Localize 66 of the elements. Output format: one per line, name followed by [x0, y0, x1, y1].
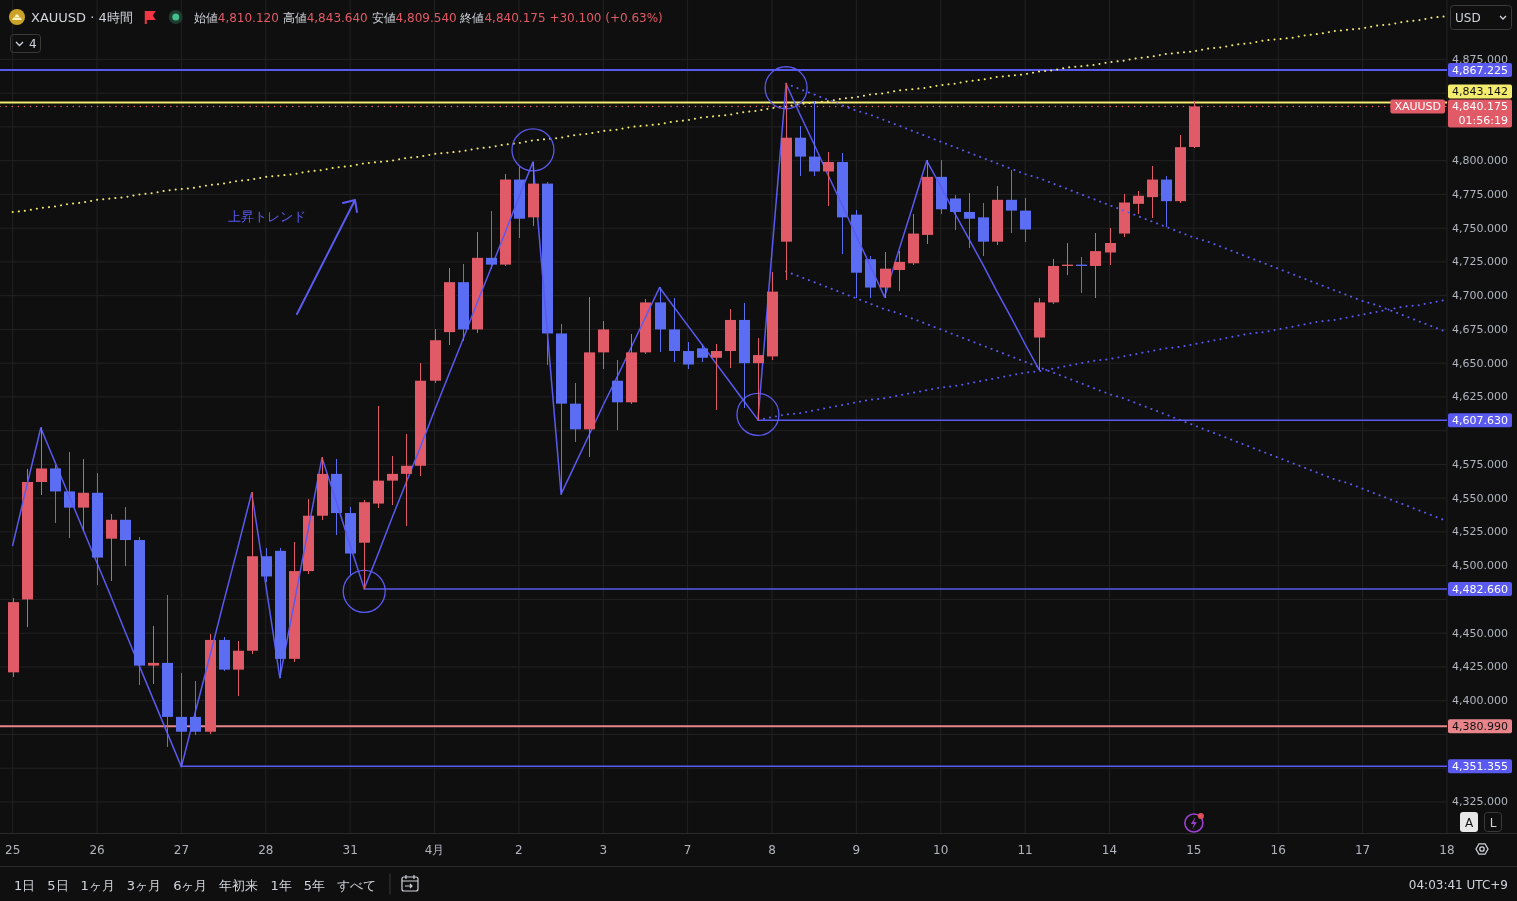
price-label: 4,840.175 01:56:19 — [1448, 99, 1512, 128]
data-label: 4,482.660 — [1452, 583, 1508, 597]
range-label: 5日 — [47, 878, 69, 893]
range-label: 1日 — [14, 878, 36, 893]
x-tick-label: 31 — [342, 843, 358, 857]
y-tick-label: 4,575.000 — [1452, 457, 1508, 471]
subtitle: 始値4,810.120 高値4,843.640 安値4,809.540 終値4,840.175 +30.100 (+0.63%) — [193, 11, 663, 25]
y-tick-label: 4,550.000 — [1452, 491, 1508, 505]
data-label: 4,607.630 — [1452, 414, 1508, 428]
currency-label: USD — [1455, 11, 1481, 25]
button-auto: A — [1460, 812, 1478, 832]
x-tick-label: 27 — [173, 843, 190, 857]
x-tick-label: 26 — [89, 843, 105, 857]
clock-label: 04:03:41 UTC+9 — [1408, 878, 1508, 892]
ref-line-label: 4,843.142 — [1452, 85, 1508, 99]
y-tick-label: 4,800.000 — [1452, 154, 1508, 168]
range-label: すべて — [336, 878, 376, 893]
x-tick-label: 8 — [768, 843, 776, 857]
range-label: 1年 — [270, 878, 292, 893]
y-tick-label: 4,325.000 — [1452, 795, 1508, 809]
annotation: 上昇トレンド — [228, 209, 306, 224]
range-label: 5年 — [303, 878, 325, 893]
x-tick-label: 25 — [5, 843, 21, 857]
y-tick-label: 4,700.000 — [1452, 289, 1508, 303]
price-label: 4,607.630 — [1448, 413, 1512, 428]
price-label: 4,351.355 — [1448, 759, 1512, 774]
x-tick-label: 14 — [1101, 843, 1118, 857]
y-tick-label: 4,525.000 — [1452, 525, 1508, 539]
y-tick-label: 4,650.000 — [1452, 356, 1508, 370]
y-tick-label: 4,625.000 — [1452, 390, 1508, 404]
title: XAUUSD · 4時間 — [31, 10, 133, 25]
price-label: 4,482.660 — [1448, 582, 1512, 597]
y-tick-label: 4,500.000 — [1452, 559, 1508, 573]
annotation: XAUUSD — [1394, 100, 1441, 114]
button-log: L — [1484, 812, 1502, 832]
y-tick-label: 4,425.000 — [1452, 660, 1508, 674]
price-label: 4,380.990 — [1448, 719, 1512, 734]
y-tick-label: 4,750.000 — [1452, 221, 1508, 235]
x-tick-label: 9 — [852, 843, 861, 857]
y-tick-label: 4,675.000 — [1452, 322, 1508, 336]
x-tick-label: 7 — [683, 843, 692, 857]
y-tick-label: 4,775.000 — [1452, 187, 1508, 201]
x-tick-label: 15 — [1186, 843, 1202, 857]
x-tick-label: 10 — [933, 843, 949, 857]
data-label: 4,351.355 — [1452, 760, 1508, 774]
y-tick-label: 4,400.000 — [1452, 694, 1508, 708]
x-tick-label: 28 — [258, 843, 274, 857]
ref-line-label: 4,867.225 — [1452, 63, 1508, 77]
price-tag: XAUUSD — [1390, 99, 1445, 114]
y-tick-label: 4,725.000 — [1452, 255, 1508, 269]
y-tick-label: 4,450.000 — [1452, 626, 1508, 640]
toggle-label: 4 — [29, 37, 37, 51]
x-tick-label: 3 — [599, 843, 608, 857]
price-label: 4,867.225 — [1448, 62, 1512, 77]
x-tick-label: 17 — [1355, 843, 1371, 857]
ref-line-label: 4,380.990 — [1452, 720, 1508, 734]
x-tick-label: 18 — [1439, 843, 1455, 857]
range-label: 1ヶ月 — [80, 878, 115, 893]
x-tick-label: 2 — [515, 843, 523, 857]
x-tick-label: 4月 — [424, 843, 445, 857]
range-label: 年初来 — [219, 878, 259, 893]
x-tick-label: 16 — [1270, 843, 1286, 857]
price-label: 4,843.142 — [1448, 84, 1512, 99]
range-label: 3ヶ月 — [126, 878, 162, 893]
x-tick-label: 11 — [1017, 843, 1033, 857]
range-label: 6ヶ月 — [173, 878, 208, 893]
